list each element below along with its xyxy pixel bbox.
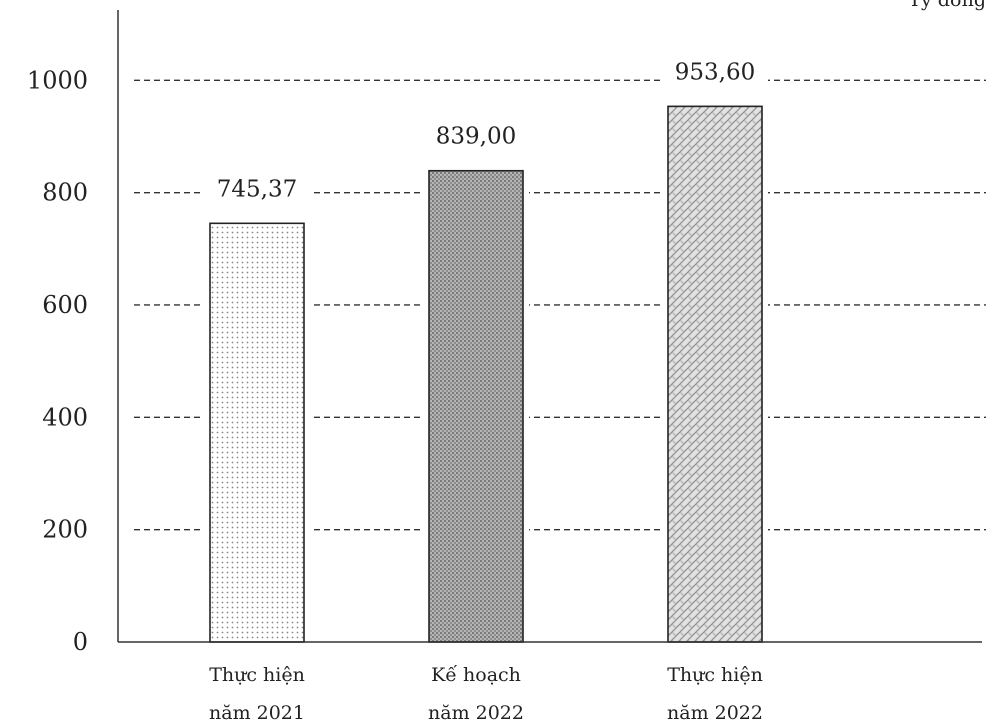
unit-note: Tỷ đồng bbox=[908, 0, 986, 11]
x-tick-label-2-line-1: Kế hoạch bbox=[431, 664, 521, 686]
y-tick-label: 200 bbox=[42, 516, 88, 544]
x-tick-label-3-line-1: Thực hiện bbox=[667, 664, 763, 686]
x-tick-labels: Thực hiện năm 2021 Kế hoạch năm 2022 Thực hi… bbox=[209, 664, 763, 724]
y-tick-label: 0 bbox=[73, 628, 88, 656]
data-label-1: 745,37 bbox=[217, 176, 297, 202]
bar-1 bbox=[209, 222, 305, 643]
data-label-2: 839,00 bbox=[436, 124, 516, 150]
bar-2 bbox=[428, 169, 524, 643]
bar-3 bbox=[667, 105, 763, 643]
data-label-3: 953,60 bbox=[675, 59, 755, 85]
x-tick-label-1-line-2: năm 2021 bbox=[209, 702, 305, 724]
axes bbox=[117, 10, 982, 643]
y-tick-labels: 0 200 400 600 800 1000 bbox=[27, 66, 88, 656]
x-tick-label-2-line-2: năm 2022 bbox=[428, 702, 524, 724]
x-tick-label-3-line-2: năm 2022 bbox=[667, 702, 763, 724]
y-tick-label: 400 bbox=[42, 403, 88, 431]
y-tick-label: 1000 bbox=[27, 66, 88, 94]
bars bbox=[204, 51, 768, 643]
data-labels: 745,37 839,00 953,60 bbox=[217, 59, 755, 202]
y-tick-label: 600 bbox=[42, 291, 88, 319]
y-tick-label: 800 bbox=[42, 179, 88, 207]
x-tick-label-1-line-1: Thực hiện bbox=[209, 664, 305, 686]
